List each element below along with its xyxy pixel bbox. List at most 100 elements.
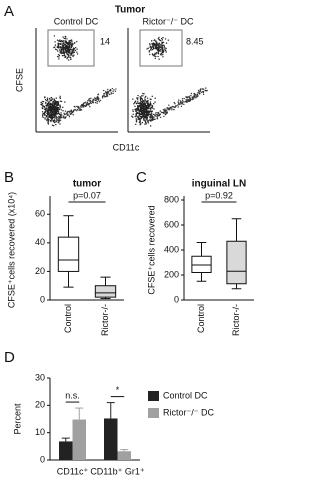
event-dot — [47, 112, 50, 114]
event-dot — [56, 102, 58, 104]
event-dot — [142, 104, 144, 106]
event-dot — [152, 118, 154, 121]
event-dot — [154, 57, 156, 60]
event-dot — [113, 89, 115, 91]
event-dot — [136, 98, 139, 100]
event-dot — [45, 101, 47, 104]
event-dot — [42, 112, 44, 115]
panel-title: Tumor — [115, 5, 145, 16]
event-dot — [59, 123, 61, 125]
event-dot — [180, 100, 182, 103]
event-dot — [56, 46, 59, 49]
y-tick-label: 20 — [35, 266, 45, 276]
event-dot — [179, 103, 181, 105]
event-dot — [139, 120, 141, 122]
event-dot — [171, 105, 173, 108]
legend-swatch — [148, 408, 159, 418]
y-axis-label: Percent — [12, 403, 22, 435]
event-dot — [152, 46, 155, 49]
event-dot — [71, 111, 74, 113]
event-dot — [149, 113, 151, 116]
event-dot — [64, 55, 67, 58]
event-dot — [42, 100, 45, 103]
event-dot — [108, 93, 111, 95]
event-dot — [60, 114, 62, 116]
event-dot — [81, 106, 83, 108]
event-dot — [57, 101, 60, 103]
event-dot — [138, 116, 140, 118]
event-dot — [140, 110, 142, 112]
event-dot — [57, 110, 59, 113]
event-dot — [155, 113, 157, 116]
event-dot — [83, 102, 86, 104]
event-dot — [51, 104, 54, 106]
event-dot — [55, 117, 58, 119]
event-dot — [51, 98, 54, 100]
event-dot — [63, 48, 65, 50]
event-dot — [160, 111, 163, 114]
event-dot — [46, 107, 48, 109]
event-dot — [69, 43, 71, 45]
event-dot — [151, 43, 154, 45]
event-dot — [60, 52, 63, 55]
event-dot — [66, 43, 68, 45]
event-dot — [51, 117, 53, 119]
event-dot — [40, 101, 42, 104]
event-dot — [135, 113, 137, 116]
event-dot — [148, 108, 150, 110]
event-dot — [153, 39, 155, 42]
event-dot — [92, 98, 94, 100]
event-dot — [149, 110, 152, 112]
event-dot — [152, 103, 155, 105]
event-dot — [79, 106, 82, 108]
event-dot — [70, 110, 72, 113]
event-dot — [150, 40, 153, 42]
event-dot — [92, 99, 94, 102]
event-dot — [155, 55, 157, 58]
event-dot — [160, 116, 162, 119]
event-dot — [102, 95, 104, 97]
event-dot — [195, 94, 197, 97]
event-dot — [52, 107, 54, 109]
event-dot — [101, 97, 104, 99]
event-dot — [55, 121, 57, 123]
event-dot — [148, 119, 151, 121]
event-dot — [135, 123, 137, 126]
event-dot — [146, 116, 149, 119]
y-tick-label: 40 — [35, 237, 45, 247]
event-dot — [76, 51, 78, 53]
event-dot — [53, 121, 56, 124]
event-dot — [50, 120, 52, 123]
event-dot — [46, 118, 48, 121]
event-dot — [50, 112, 52, 114]
event-dot — [132, 98, 134, 100]
event-dot — [163, 45, 166, 47]
event-dot — [135, 118, 138, 120]
event-dot — [185, 99, 187, 101]
event-dot — [72, 55, 74, 58]
event-dot — [54, 109, 56, 111]
event-dot — [149, 125, 152, 127]
event-dot — [89, 102, 92, 104]
bar — [59, 441, 73, 460]
event-dot — [193, 97, 195, 99]
event-dot — [70, 46, 73, 49]
event-dot — [57, 109, 59, 112]
event-dot — [49, 104, 52, 106]
legend-label: Control DC — [163, 390, 208, 400]
event-dot — [57, 50, 59, 52]
event-dot — [62, 39, 64, 42]
event-dot — [179, 102, 182, 104]
event-dot — [62, 51, 64, 54]
event-dot — [70, 58, 72, 61]
event-dot — [70, 43, 72, 46]
event-dot — [63, 46, 65, 49]
event-dot — [44, 118, 46, 120]
event-dot — [154, 97, 156, 99]
event-dot — [55, 110, 57, 112]
event-dot — [50, 106, 53, 108]
event-dot — [56, 106, 58, 108]
plot-label: Rictor⁻/⁻ DC — [142, 16, 194, 26]
event-dot — [133, 103, 135, 105]
event-dot — [73, 51, 76, 53]
